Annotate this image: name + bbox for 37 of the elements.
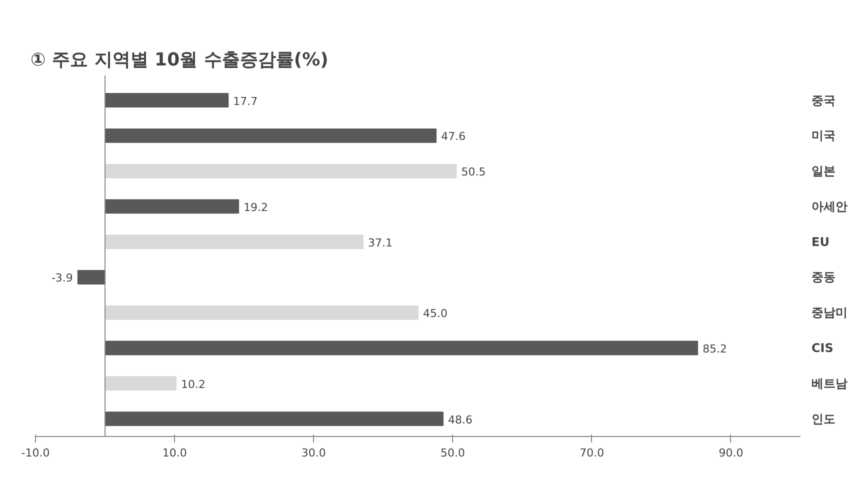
bar	[104, 340, 698, 356]
data-label: 50.5	[461, 166, 486, 179]
x-tick-label: 30.0	[301, 446, 326, 460]
data-label: 48.6	[448, 413, 473, 426]
y-tick-label: 인도	[812, 412, 836, 426]
bar	[77, 270, 106, 284]
data-label: 17.7	[233, 94, 258, 108]
data-label: 19.2	[244, 200, 268, 214]
data-label: 37.1	[368, 236, 393, 250]
bar	[104, 412, 444, 426]
chart-title: ① 주요 지역별 10월 수출증감률(%)	[30, 50, 328, 70]
x-tick-label: -10.0	[21, 446, 50, 460]
y-tick-label: 중동	[812, 270, 836, 284]
y-tick-label: EU	[812, 234, 830, 249]
data-label: 10.2	[180, 378, 206, 391]
data-label: 85.2	[702, 342, 728, 356]
x-tick-label: 70.0	[580, 446, 604, 460]
bar	[104, 234, 364, 250]
bar	[104, 305, 418, 320]
y-tick-label: 중국	[812, 93, 836, 108]
bar	[104, 164, 457, 178]
y-tick-label: 미국	[812, 128, 836, 143]
x-tick-label: 50.0	[440, 446, 466, 460]
x-tick-label: 90.0	[718, 446, 744, 460]
bar	[104, 376, 176, 391]
data-label: 45.0	[423, 307, 448, 320]
bar	[104, 128, 437, 143]
data-label: -3.9	[51, 272, 73, 285]
y-tick-label: 일본	[812, 164, 836, 178]
y-tick-label: 중남미	[812, 306, 848, 320]
bar	[104, 199, 240, 214]
y-tick-label: CIS	[812, 341, 834, 356]
bar	[104, 93, 229, 108]
x-tick-label: 10.0	[162, 446, 187, 460]
data-label: 47.6	[441, 130, 466, 144]
y-tick-label: 아세안	[812, 199, 848, 214]
y-tick-label: 베트남	[812, 376, 848, 390]
